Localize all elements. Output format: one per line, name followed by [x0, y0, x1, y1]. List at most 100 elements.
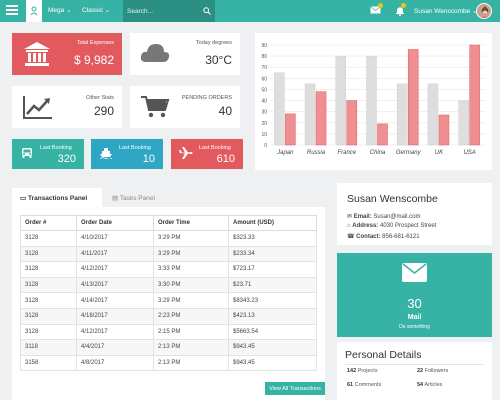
- top-bar: Mega ⌄ Classic ⌄ Susan Wenscombe ⌄: [0, 0, 500, 22]
- bar-chart-card: 0 10 20 30 40 50 60 70 80 90 Japan Russia France Chin…: [255, 33, 492, 170]
- table-cell: 2:13 PM: [153, 354, 229, 372]
- booking-card-car: Last Booking 320: [12, 139, 84, 169]
- booking-card-plane: Last Booking 610: [171, 139, 243, 169]
- column-header: Order Date: [76, 215, 154, 231]
- table-cell: 4/12/2017: [76, 323, 154, 341]
- view-all-transactions-button[interactable]: View All Transactions: [265, 382, 325, 395]
- user-name-menu[interactable]: Susan Wenscombe ⌄: [414, 8, 478, 15]
- profile-address: ⌂ Address: 4030 Prospect Street: [347, 223, 437, 229]
- table-cell: 3:30 PM: [153, 276, 229, 294]
- bar-series-b-usa: [469, 44, 480, 146]
- booking-card-ship: Last Booking 10: [91, 139, 163, 169]
- table-row: 3128 4/14/2017 3:29 PM $8343.23: [20, 292, 317, 309]
- table-cell: 2:23 PM: [153, 307, 229, 325]
- table-row: 3128 4/10/2017 3:29 PM $323.33: [20, 230, 317, 247]
- bar-series-a-russia: [304, 83, 316, 146]
- weather-card: Today degrees 30°C: [130, 33, 240, 75]
- profile-email: ✉ Email: Susan@mail.com: [347, 214, 421, 220]
- table-header-row: Order # Order Date Order Time Amount (US…: [20, 215, 317, 231]
- tab-transactions[interactable]: ▭ Transactions Panel: [12, 188, 102, 207]
- mega-menu[interactable]: Mega ⌄: [48, 7, 72, 14]
- phone-icon: ☎: [347, 234, 355, 240]
- table-cell: $423.13: [228, 307, 317, 325]
- table-cell: 4/4/2017: [76, 339, 154, 356]
- y-tick-label: 20: [261, 121, 267, 127]
- detail-articles: 54 Articles: [417, 382, 443, 388]
- table-cell: 4/12/2017: [76, 261, 154, 278]
- personal-details-card: Personal Details 142 Projects 22 Followe…: [337, 342, 492, 400]
- tab-tasks[interactable]: ▤ Tasks Panel: [112, 195, 155, 202]
- table-cell: 3128: [20, 276, 77, 294]
- booking-label: Last Booking: [40, 145, 72, 151]
- table-cell: 4/13/2017: [76, 276, 154, 294]
- column-header: Amount (USD): [228, 215, 317, 231]
- car-icon: [22, 148, 32, 158]
- table-row: 3118 4/4/2017 2:13 PM $943.45: [20, 339, 317, 356]
- y-tick-label: 80: [261, 54, 267, 60]
- personal-details-title: Personal Details: [345, 349, 422, 361]
- pending-orders-card: PENDING ORDERS 40: [130, 86, 240, 128]
- bar-series-a-france: [335, 55, 347, 146]
- table-cell: 3158: [20, 354, 77, 372]
- other-stats-card: Other Stats 290: [12, 86, 122, 128]
- table-cell: $943.45: [228, 339, 317, 356]
- cart-icon: [141, 96, 170, 118]
- plane-icon: [179, 147, 193, 159]
- bell-icon[interactable]: [395, 5, 405, 16]
- pending-orders-label: PENDING ORDERS: [181, 95, 232, 101]
- bar-series-b-china: [377, 123, 388, 146]
- classic-menu[interactable]: Classic ⌄: [82, 7, 111, 14]
- profile-contact: ☎ Contact: 856-681-6121: [347, 234, 420, 240]
- bar-series-a-usa: [458, 100, 469, 146]
- y-tick-label: 70: [261, 65, 267, 71]
- trend-chart-icon: [23, 96, 52, 119]
- search-input[interactable]: [127, 6, 197, 16]
- bar-series-a-germany: [396, 83, 408, 146]
- table-cell: 4/18/2017: [76, 307, 154, 325]
- y-tick-label: 50: [261, 87, 267, 93]
- bar-series-b-france: [346, 100, 358, 146]
- bar-series-b-russia: [315, 91, 327, 146]
- table-row: 3128 4/13/2017 3:30 PM $23.71: [20, 276, 317, 294]
- x-tick-label: USA: [463, 150, 475, 156]
- table-cell: 3128: [20, 307, 77, 325]
- search-box: [123, 0, 215, 22]
- table-cell: 3128: [20, 245, 77, 263]
- notification-badge: [401, 3, 406, 8]
- hamburger-menu-icon[interactable]: [6, 5, 18, 17]
- chevron-down-icon: ⌄: [66, 7, 72, 14]
- envelope-icon: ✉: [347, 214, 353, 220]
- x-tick-label: Germany: [396, 150, 422, 156]
- y-tick-label: 30: [261, 110, 267, 116]
- y-tick-label: 60: [261, 76, 267, 82]
- table-cell: 2:15 PM: [153, 323, 229, 341]
- tasks-icon: ▤: [112, 195, 119, 202]
- table-cell: 3:29 PM: [153, 230, 229, 247]
- booking-label: Last Booking: [119, 145, 151, 151]
- y-tick-label: 90: [261, 43, 267, 49]
- table-cell: 2:13 PM: [153, 339, 229, 356]
- search-icon[interactable]: [203, 7, 211, 15]
- table-row: 3158 4/8/2017 2:13 PM $943.45: [20, 354, 317, 372]
- avatar[interactable]: [476, 3, 492, 19]
- user-tab[interactable]: [26, 0, 42, 22]
- x-tick-label: France: [337, 150, 356, 156]
- bar-series-a-japan: [274, 72, 285, 146]
- x-tick-label: UK: [435, 150, 444, 156]
- divider: [345, 364, 484, 365]
- home-icon: ⌂: [347, 223, 351, 229]
- table-cell: 3128: [20, 230, 77, 247]
- user-icon: [30, 6, 38, 16]
- mail-card[interactable]: 30 Mail Do something: [337, 253, 492, 337]
- expenses-label: Total Expenses: [76, 40, 114, 46]
- table-cell: $233.34: [228, 245, 317, 263]
- table-cell: 3128: [20, 292, 77, 309]
- table-cell: $8343.23: [228, 292, 317, 309]
- x-tick-label: Russia: [307, 150, 326, 156]
- x-tick-label: China: [370, 150, 386, 156]
- table-row: 3128 4/18/2017 2:23 PM $423.13: [20, 307, 317, 325]
- table-row: 3128 4/12/2017 3:33 PM $723.17: [20, 261, 317, 278]
- mail-label: Mail: [407, 314, 422, 321]
- y-tick-label: 40: [261, 99, 267, 105]
- transactions-panel: ▭ Transactions Panel ▤ Tasks Panel Order…: [12, 185, 325, 400]
